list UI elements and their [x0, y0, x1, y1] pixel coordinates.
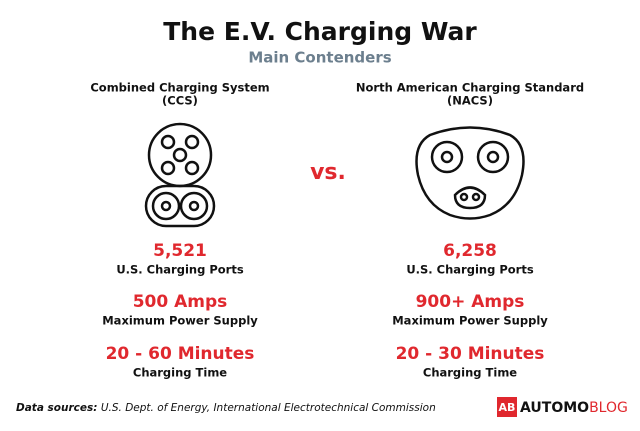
sources: Data sources: U.S. Dept. of Energy, Inte…: [16, 402, 436, 414]
nacs-connector-icon: [415, 126, 525, 220]
logo: AB AUTOMOBLOG: [497, 397, 628, 417]
stat-label: Maximum Power Supply: [102, 314, 258, 328]
stat-value: 900+ Amps: [416, 292, 525, 312]
stat-value: 5,521: [153, 241, 207, 261]
stat-label: Charging Time: [133, 366, 227, 380]
stat-value: 6,258: [443, 241, 497, 261]
standard-name: North American Charging Standard: [356, 81, 584, 95]
standard-name: Combined Charging System: [90, 81, 269, 95]
logo-icon: AB: [499, 401, 516, 414]
title: The E.V. Charging War: [163, 17, 477, 46]
logo-suffix: BLOG: [589, 400, 628, 416]
stats: 5,521 U.S. Charging Ports 500 Amps Maximum …: [102, 241, 548, 380]
versus: vs.: [310, 160, 346, 185]
stat-value: 20 - 30 Minutes: [396, 344, 545, 364]
stat-value: 20 - 60 Minutes: [106, 344, 255, 364]
subtitle: Main Contenders: [248, 49, 391, 67]
logo-text: AUTOMOBLOG: [520, 400, 628, 416]
logo-brand: AUTOMO: [520, 400, 589, 416]
standard-abbr: (NACS): [447, 94, 493, 108]
stat-label: U.S. Charging Ports: [406, 263, 534, 277]
ccs-connector-icon: [144, 122, 216, 228]
stat-label: Maximum Power Supply: [392, 314, 548, 328]
logo-mark: [497, 397, 517, 417]
stat-label: Charging Time: [423, 366, 517, 380]
sources-label: Data sources:: [16, 402, 97, 414]
stat-label: U.S. Charging Ports: [116, 263, 244, 277]
sources-text: U.S. Dept. of Energy, International Elec…: [101, 402, 436, 414]
standard-abbr: (CCS): [162, 94, 198, 108]
stat-value: 500 Amps: [133, 292, 228, 312]
